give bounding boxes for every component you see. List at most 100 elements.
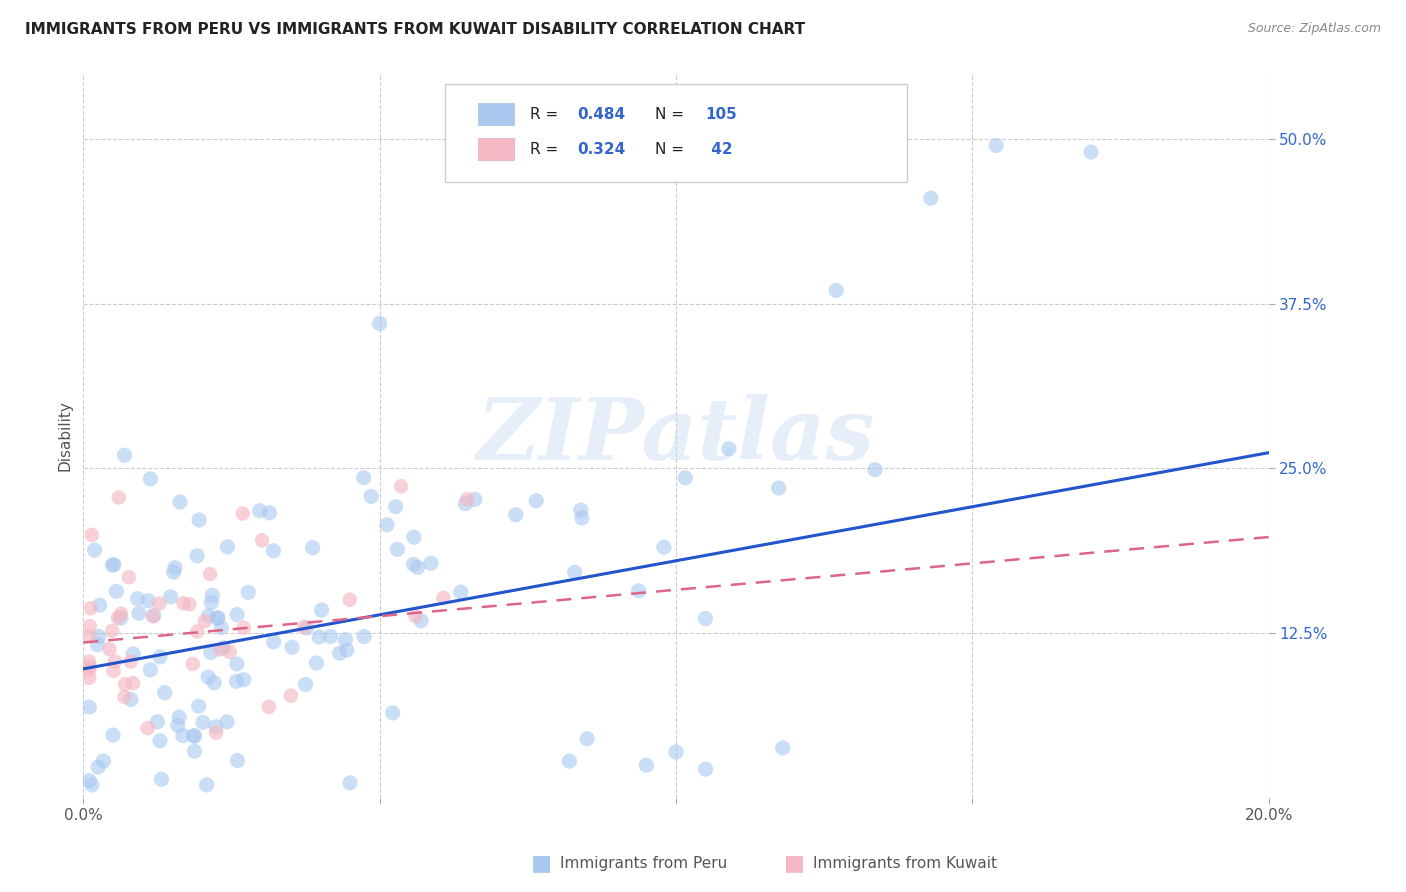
Point	[77, 659, 100, 673]
Point	[201, 588, 224, 602]
Point	[353, 471, 375, 485]
Point	[384, 500, 406, 514]
Point	[249, 504, 271, 518]
Point	[695, 762, 717, 776]
Point	[142, 608, 165, 623]
Text: ZIPatlas: ZIPatlas	[477, 393, 875, 477]
Point	[187, 699, 209, 714]
Point	[212, 640, 235, 655]
Point	[402, 530, 425, 544]
Point	[863, 463, 886, 477]
Text: Immigrants from Kuwait: Immigrants from Kuwait	[813, 856, 997, 871]
Point	[118, 570, 141, 584]
Point	[105, 584, 128, 599]
Point	[381, 706, 404, 720]
Point	[148, 597, 170, 611]
Point	[454, 497, 477, 511]
Point	[89, 598, 111, 612]
Point	[226, 607, 249, 622]
Point	[202, 675, 225, 690]
Point	[112, 690, 135, 704]
Point	[505, 508, 527, 522]
Point	[389, 479, 412, 493]
Point	[329, 646, 352, 660]
Bar	[478, 103, 513, 125]
Point	[146, 714, 169, 729]
Point	[215, 714, 238, 729]
Point	[150, 772, 173, 787]
Point	[149, 649, 172, 664]
FancyBboxPatch shape	[444, 84, 907, 182]
Point	[205, 720, 228, 734]
Text: 0.484: 0.484	[578, 107, 626, 122]
Point	[405, 609, 427, 624]
Point	[673, 471, 696, 485]
Point	[280, 689, 302, 703]
Point	[411, 614, 433, 628]
Point	[181, 657, 204, 671]
Point	[142, 609, 165, 624]
Point	[768, 481, 790, 495]
Point	[101, 624, 124, 638]
Point	[110, 607, 132, 621]
Point	[339, 592, 361, 607]
Point	[232, 507, 254, 521]
Point	[80, 778, 103, 792]
Point	[636, 758, 658, 772]
Text: Immigrants from Peru: Immigrants from Peru	[560, 856, 727, 871]
Point	[920, 191, 942, 205]
Point	[162, 565, 184, 579]
Point	[107, 610, 129, 624]
Point	[335, 632, 357, 647]
Text: 42: 42	[706, 142, 733, 157]
Point	[173, 596, 195, 610]
Point	[232, 673, 254, 687]
Point	[200, 595, 222, 609]
Point	[122, 647, 145, 661]
Point	[225, 657, 247, 671]
Point	[194, 614, 217, 628]
Text: R =: R =	[530, 107, 564, 122]
Point	[197, 608, 219, 623]
Y-axis label: Disability: Disability	[58, 401, 72, 471]
Point	[87, 760, 110, 774]
Point	[87, 630, 110, 644]
Text: IMMIGRANTS FROM PERU VS IMMIGRANTS FROM KUWAIT DISABILITY CORRELATION CHART: IMMIGRANTS FROM PERU VS IMMIGRANTS FROM …	[25, 22, 806, 37]
Point	[183, 729, 205, 743]
Text: R =: R =	[530, 142, 564, 157]
Point	[79, 601, 101, 615]
Point	[311, 603, 333, 617]
Point	[205, 725, 228, 739]
Point	[984, 138, 1007, 153]
Text: 105: 105	[706, 107, 737, 122]
Point	[375, 517, 398, 532]
Point	[200, 645, 222, 659]
Point	[576, 731, 599, 746]
Point	[179, 597, 201, 611]
Point	[188, 513, 211, 527]
Point	[77, 671, 100, 685]
Point	[153, 686, 176, 700]
Point	[825, 284, 848, 298]
Point	[464, 492, 486, 507]
Point	[232, 621, 254, 635]
Point	[225, 674, 247, 689]
Point	[122, 676, 145, 690]
Point	[263, 635, 285, 649]
Point	[301, 541, 323, 555]
Point	[120, 655, 142, 669]
Point	[319, 630, 342, 644]
Text: N =: N =	[655, 107, 689, 122]
Point	[103, 664, 125, 678]
Point	[432, 591, 454, 605]
Point	[93, 754, 115, 768]
Point	[77, 629, 100, 643]
Point	[163, 560, 186, 574]
Point	[717, 442, 740, 456]
Point	[104, 655, 127, 669]
Point	[402, 558, 425, 572]
Point	[149, 733, 172, 747]
Point	[108, 491, 131, 505]
Point	[564, 566, 586, 580]
Point	[167, 710, 190, 724]
